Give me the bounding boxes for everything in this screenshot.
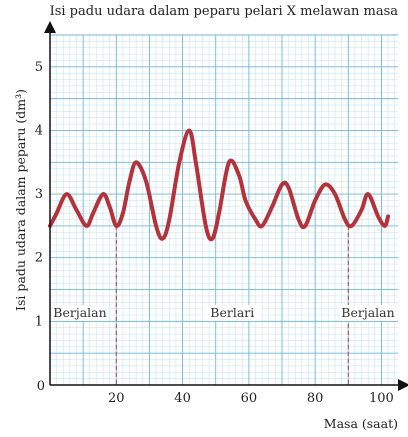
minor-grid [50,35,398,385]
chart-title: Isi padu udara dalam peparu pelari X mel… [50,4,399,19]
y-tick-label: 5 [35,60,43,75]
y-tick-label: 3 [35,187,43,202]
phase-label-bg [203,305,262,321]
phase-label: Berjalan [341,305,394,320]
phase-label: Berjalan [53,305,106,320]
x-tick-label: 80 [307,391,324,406]
x-tick-label: 40 [174,391,191,406]
y-axis-label: Isi padu udara dalam peparu (dm³) [13,89,28,311]
y-tick-label: 1 [35,314,43,329]
major-grid [49,34,398,386]
x-tick-label: 60 [241,391,258,406]
x-axis-label: Masa (saat) [324,416,398,431]
phase-label-bg [339,305,397,321]
y-tick-labels: 1 2 3 4 5 [35,60,43,330]
x-tick-label: 100 [369,391,394,406]
y-tick-label: 4 [35,123,43,138]
series-line [48,128,391,242]
origin-label: 0 [37,379,45,394]
y-tick-label: 2 [35,251,43,266]
phase-labels: Berjalan Berlari Berjalan [51,305,397,321]
x-tick-labels: 20 40 60 80 100 [108,391,394,406]
phase-label: Berlari [210,305,254,320]
phase-label-bg [51,305,109,321]
x-tick-label: 20 [108,391,125,406]
